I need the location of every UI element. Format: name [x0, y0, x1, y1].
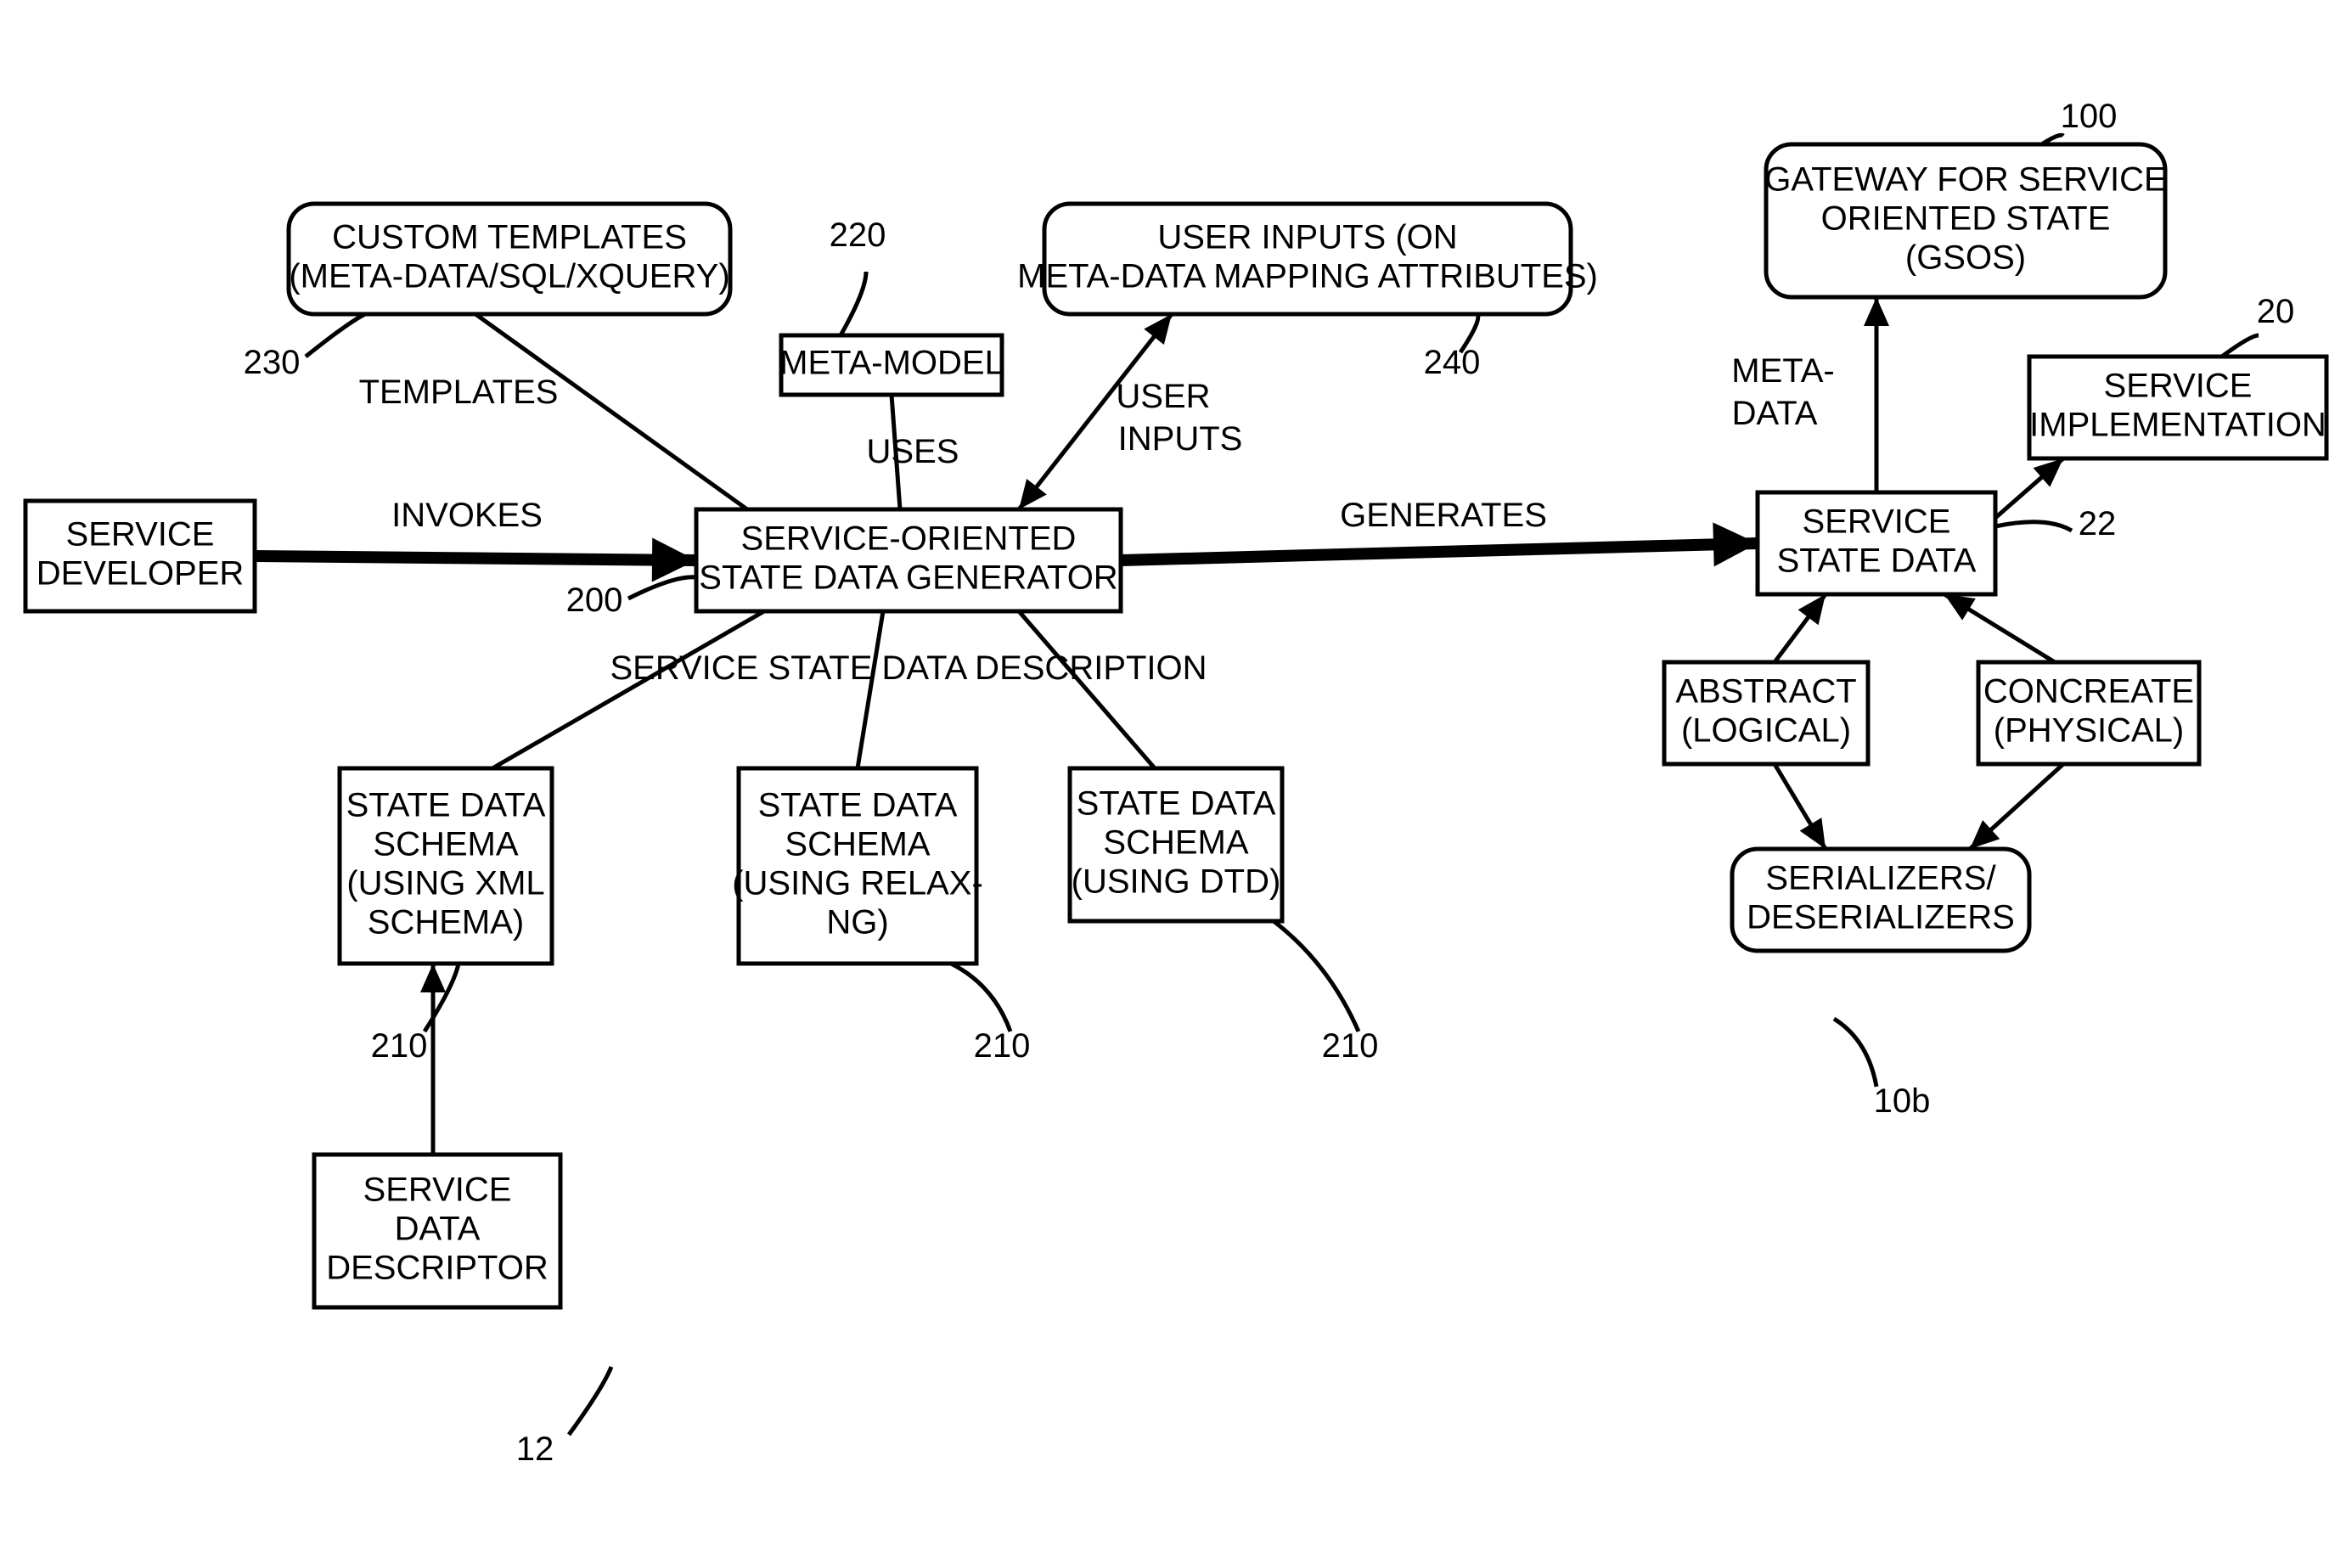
reference-number: 200	[566, 582, 623, 619]
schema_dtd-label: (USING DTD)	[1072, 863, 1281, 901]
gateway-label: GATEWAY FOR SERVICE	[1764, 161, 2166, 199]
reference-number: 240	[1424, 344, 1481, 381]
generator-label: STATE DATA GENERATOR	[699, 559, 1117, 597]
abstract-label: (LOGICAL)	[1681, 712, 1851, 750]
reference-number: 12	[516, 1430, 554, 1468]
schema_dtd-label: SCHEMA	[1103, 824, 1248, 862]
schema_relax-label: NG)	[826, 904, 888, 941]
reference-number: 220	[830, 216, 886, 254]
gateway-label: (GSOS)	[1905, 239, 2026, 277]
reference-number: 210	[371, 1027, 428, 1065]
concrete-label: (PHYSICAL)	[1994, 712, 2185, 750]
reference-number: 100	[2061, 98, 2118, 135]
reference-number: 210	[1322, 1027, 1379, 1065]
custom_templates-label: CUSTOM TEMPLATES	[332, 219, 687, 256]
service_data_descriptor-label: DATA	[395, 1211, 481, 1248]
service_state_data-label: STATE DATA	[1777, 542, 1977, 580]
edge-label: TEMPLATES	[359, 374, 559, 411]
schema_relax-label: (USING RELAX-	[732, 865, 983, 902]
generator-label: SERVICE-ORIENTED	[741, 520, 1077, 558]
edge-label: META-	[1731, 352, 1834, 390]
schema_dtd-label: STATE DATA	[1077, 785, 1276, 823]
reference-number: 10b	[1874, 1082, 1931, 1120]
edge-label: INPUTS	[1118, 420, 1243, 458]
user_inputs-label: META-DATA MAPPING ATTRIBUTES)	[1017, 258, 1598, 295]
schema_xml-label: SCHEMA	[373, 826, 518, 863]
user_inputs-label: USER INPUTS (ON	[1157, 219, 1457, 256]
schema_xml-label: STATE DATA	[346, 787, 546, 824]
edge-label: SERVICE STATE DATA DESCRIPTION	[610, 649, 1207, 687]
reference-number: 20	[2257, 293, 2295, 330]
edge-label: INVOKES	[391, 497, 543, 534]
schema_xml-label: SCHEMA)	[368, 904, 524, 941]
edge-label: GENERATES	[1340, 497, 1547, 534]
service_impl-label: IMPLEMENTATION	[2029, 407, 2326, 444]
serializers-label: SERIALIZERS/	[1765, 860, 1996, 897]
reference-number: 230	[244, 344, 301, 381]
service_state_data-label: SERVICE	[1803, 503, 1951, 541]
service_impl-label: SERVICE	[2104, 368, 2253, 405]
edge-label: USER	[1116, 378, 1210, 415]
service_developer-label: SERVICE	[66, 516, 215, 554]
meta_model-label: META-MODEL	[779, 345, 1004, 382]
serializers-label: DESERIALIZERS	[1747, 899, 2015, 936]
edge-label: USES	[867, 433, 959, 470]
abstract-label: ABSTRACT	[1675, 673, 1856, 711]
edge-label: DATA	[1732, 395, 1818, 432]
schema_relax-label: SCHEMA	[785, 826, 930, 863]
reference-number: 210	[974, 1027, 1031, 1065]
concrete-label: CONCREATE	[1983, 673, 2194, 711]
gateway-label: ORIENTED STATE	[1821, 200, 2111, 238]
custom_templates-label: (META-DATA/SQL/XQUERY)	[289, 258, 729, 295]
schema_relax-label: STATE DATA	[758, 787, 958, 824]
service_data_descriptor-label: DESCRIPTOR	[326, 1250, 549, 1287]
reference-number: 22	[2079, 505, 2117, 542]
service_developer-label: DEVELOPER	[37, 555, 245, 593]
schema_xml-label: (USING XML	[346, 865, 544, 902]
service_data_descriptor-label: SERVICE	[363, 1172, 512, 1209]
